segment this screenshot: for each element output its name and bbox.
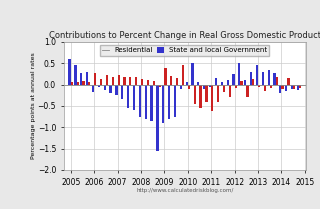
Y-axis label: Percentage points at annual rates: Percentage points at annual rates <box>31 52 36 159</box>
Bar <box>217 84 219 102</box>
Bar <box>141 79 143 84</box>
Bar <box>162 84 164 123</box>
X-axis label: http://www.calculatedriskblog.com/: http://www.calculatedriskblog.com/ <box>136 188 234 193</box>
Bar <box>235 84 237 88</box>
Bar <box>180 84 182 89</box>
Bar <box>112 77 114 84</box>
Bar <box>127 84 129 108</box>
Bar <box>238 63 240 84</box>
Bar <box>188 84 190 89</box>
Bar <box>147 80 149 84</box>
Bar <box>258 84 260 87</box>
Bar <box>229 84 231 97</box>
Bar <box>276 77 278 84</box>
Bar <box>252 79 254 84</box>
Bar <box>199 84 202 108</box>
Bar <box>176 78 178 84</box>
Bar <box>186 82 188 84</box>
Bar <box>232 74 235 84</box>
Bar <box>98 84 100 87</box>
Bar <box>194 84 196 104</box>
Bar <box>211 84 213 111</box>
Bar <box>104 84 106 90</box>
Bar <box>92 84 94 92</box>
Bar <box>262 72 264 84</box>
Bar <box>158 84 161 87</box>
Bar <box>264 84 266 91</box>
Bar <box>129 77 132 84</box>
Bar <box>109 84 112 93</box>
Bar <box>279 84 281 93</box>
Bar <box>256 65 258 84</box>
Bar <box>156 84 158 151</box>
Bar <box>168 84 170 119</box>
Bar <box>205 84 208 102</box>
Bar <box>76 82 79 84</box>
Bar <box>153 81 155 84</box>
Bar <box>88 82 91 84</box>
Bar <box>124 77 126 84</box>
Bar <box>170 76 172 84</box>
Bar <box>223 84 225 92</box>
Bar <box>268 70 270 84</box>
Bar <box>106 75 108 84</box>
Bar <box>150 84 153 121</box>
Bar <box>83 81 84 84</box>
Bar <box>293 84 295 89</box>
Bar <box>135 77 137 84</box>
Bar <box>86 72 88 84</box>
Bar <box>215 78 217 84</box>
Bar <box>133 84 135 110</box>
Bar <box>246 84 249 97</box>
Bar <box>121 84 124 99</box>
Bar <box>299 84 301 88</box>
Bar <box>287 78 290 84</box>
Bar <box>203 84 205 89</box>
Bar <box>250 72 252 84</box>
Bar <box>145 84 147 119</box>
Bar <box>117 75 120 84</box>
Bar <box>273 73 276 84</box>
Bar <box>291 84 293 89</box>
Bar <box>139 84 141 117</box>
Bar <box>227 80 229 84</box>
Bar <box>100 79 102 84</box>
Bar <box>74 65 76 84</box>
Bar <box>270 84 272 88</box>
Bar <box>221 82 223 84</box>
Title: Contributions to Percent Change in Real Gross Domestic Product: Contributions to Percent Change in Real … <box>49 31 320 40</box>
Legend: Residential, State and local Government: Residential, State and local Government <box>100 45 269 56</box>
Bar <box>191 63 194 84</box>
Bar <box>71 82 73 84</box>
Bar <box>164 68 167 84</box>
Bar <box>80 73 83 84</box>
Bar <box>197 82 199 84</box>
Bar <box>115 84 117 95</box>
Bar <box>174 84 176 117</box>
Bar <box>240 81 243 84</box>
Bar <box>281 84 284 89</box>
Bar <box>94 73 96 84</box>
Bar <box>209 84 211 87</box>
Bar <box>297 84 299 90</box>
Bar <box>244 80 246 84</box>
Bar <box>182 65 184 84</box>
Bar <box>285 84 287 91</box>
Bar <box>68 59 71 84</box>
